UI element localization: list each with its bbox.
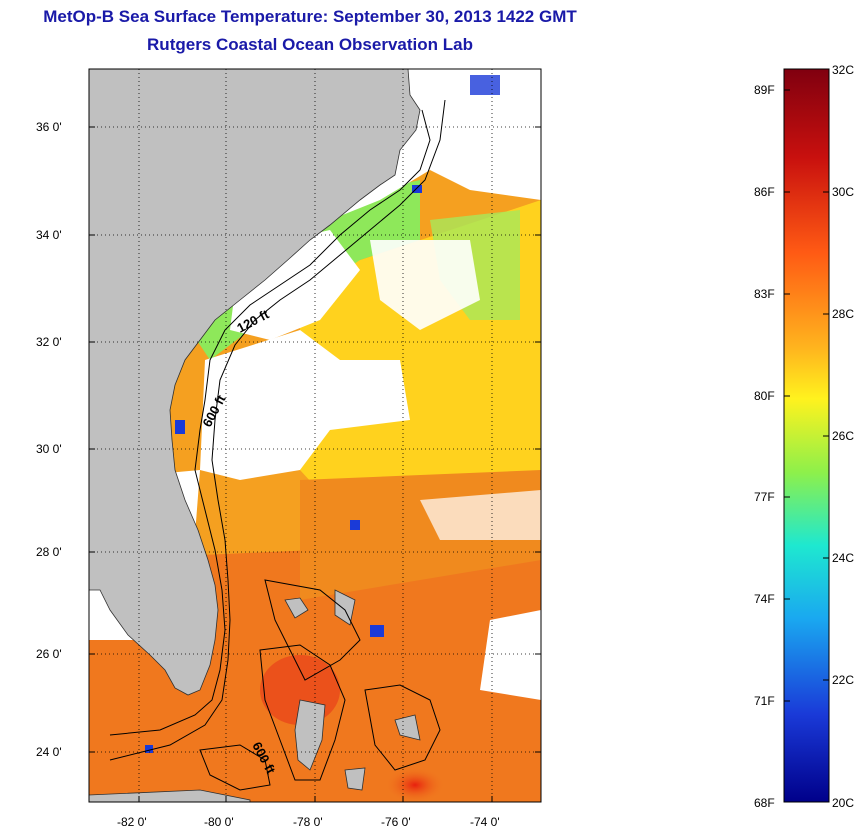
- map-ticks: [89, 126, 541, 802]
- warm-spot: [385, 767, 445, 802]
- lon-label: -74 0': [470, 815, 500, 829]
- map-subtitle: Rutgers Coastal Ocean Observation Lab: [147, 35, 473, 54]
- lat-label: 32 0': [36, 335, 62, 349]
- colorbar-f-label: 83F: [754, 287, 775, 301]
- colorbar-c-label: 26C: [832, 429, 854, 443]
- bahamas-islands: [284, 589, 421, 791]
- land-cuba: [89, 789, 251, 802]
- cloud-offshore: [370, 240, 480, 330]
- colorbar-f-label: 74F: [754, 592, 775, 606]
- colorbar-c-label: 22C: [832, 673, 854, 687]
- lon-label: -78 0': [293, 815, 323, 829]
- graticule: [89, 69, 541, 802]
- colorbar-c-label: 20C: [832, 796, 854, 810]
- colorbar-f-label: 86F: [754, 185, 775, 199]
- colorbar-f-label: 77F: [754, 490, 775, 504]
- colorbar-f-label: 68F: [754, 796, 775, 810]
- cloud-east-strip: [420, 490, 541, 540]
- colorbar-f-label: 71F: [754, 694, 775, 708]
- land-mainland: [89, 69, 421, 696]
- lon-label: -76 0': [381, 815, 411, 829]
- colorbar-ticks: [784, 89, 829, 702]
- lat-label: 34 0': [36, 228, 62, 242]
- lat-label: 30 0': [36, 442, 62, 456]
- colorbar-c-label: 32C: [832, 63, 854, 77]
- lat-label: 36 0': [36, 120, 62, 134]
- lat-label: 26 0': [36, 647, 62, 661]
- cold-pixels: [145, 75, 500, 753]
- cloud-southeast: [480, 610, 541, 700]
- lat-label: 28 0': [36, 545, 62, 559]
- map-title: MetOp-B Sea Surface Temperature: Septemb…: [43, 7, 577, 26]
- lon-label: -82 0': [117, 815, 147, 829]
- lat-label: 24 0': [36, 745, 62, 759]
- map-panel: [89, 69, 541, 802]
- colorbar-c-label: 30C: [832, 185, 854, 199]
- colorbar-c-label: 28C: [832, 307, 854, 321]
- colorbar-c-label: 24C: [832, 551, 854, 565]
- colorbar-f-label: 80F: [754, 389, 775, 403]
- lon-label: -80 0': [204, 815, 234, 829]
- colorbar: [783, 68, 830, 803]
- isobath-contours: [109, 99, 446, 791]
- colorbar-f-label: 89F: [754, 83, 775, 97]
- cloud-central: [200, 330, 410, 480]
